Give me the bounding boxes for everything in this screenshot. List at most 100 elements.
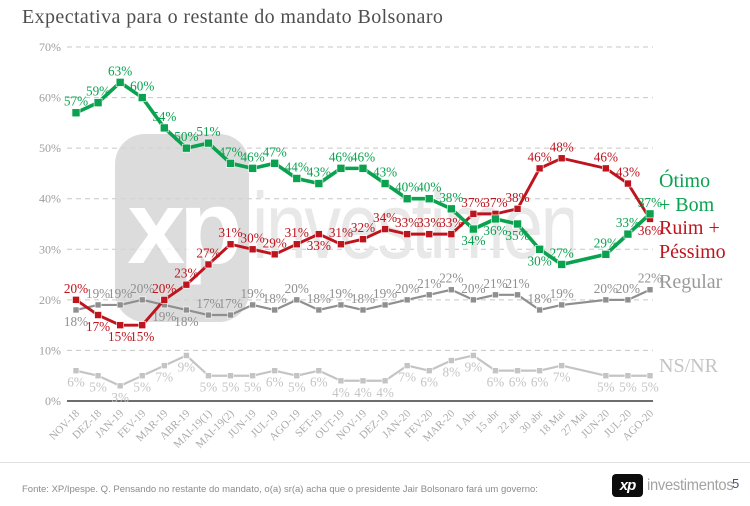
data-point-marker: [204, 138, 213, 148]
data-point-label: 6%: [487, 375, 505, 390]
data-point-label: 21%: [505, 276, 529, 291]
data-point-marker: [448, 286, 455, 294]
data-point-marker: [469, 210, 478, 218]
data-point-label: 31%: [218, 225, 242, 240]
data-point-label: 43%: [616, 165, 640, 180]
data-point-marker: [270, 250, 279, 259]
data-point-marker: [315, 306, 323, 314]
data-point-marker: [557, 260, 566, 269]
data-point-marker: [205, 372, 212, 380]
data-point-label: 30%: [241, 230, 265, 245]
data-point-label: 15%: [108, 329, 132, 344]
data-point-label: 32%: [351, 220, 375, 235]
data-point-marker: [403, 230, 411, 238]
data-point-label: 5%: [619, 380, 637, 395]
data-point-marker: [270, 159, 279, 168]
data-point-marker: [381, 377, 389, 385]
data-point-label: 9%: [465, 359, 483, 374]
data-point-label: 33%: [395, 215, 419, 230]
data-point-label: 19%: [373, 286, 397, 301]
data-point-label: 51%: [196, 124, 220, 139]
data-point-marker: [315, 230, 323, 238]
data-point-label: 37%: [638, 195, 662, 210]
data-point-marker: [536, 306, 543, 314]
data-point-label: 19%: [550, 286, 574, 301]
data-point-label: 36%: [638, 223, 662, 238]
data-point-marker: [470, 296, 477, 304]
data-point-marker: [292, 240, 301, 249]
data-point-label: 5%: [288, 380, 306, 395]
data-point-label: 27%: [196, 245, 220, 260]
data-point-label: 40%: [417, 180, 441, 195]
data-point-marker: [204, 260, 213, 269]
data-point-label: 3%: [111, 390, 129, 405]
data-point-marker: [183, 306, 190, 314]
data-point-marker: [314, 179, 324, 188]
y-axis-tick-label: 70%: [39, 40, 61, 54]
y-axis-tick-label: 30%: [39, 242, 61, 256]
data-point-marker: [337, 240, 345, 249]
data-point-marker: [447, 204, 456, 214]
data-point-label: 17%: [86, 319, 110, 334]
page-number: 5: [732, 476, 740, 491]
data-point-marker: [425, 230, 434, 238]
data-point-marker: [138, 321, 147, 329]
data-point-label: 54%: [152, 109, 176, 124]
data-point-marker: [182, 280, 191, 289]
data-point-marker: [492, 291, 499, 299]
data-point-label: 46%: [594, 149, 618, 164]
data-point-label: 50%: [174, 129, 198, 144]
data-point-marker: [602, 164, 610, 173]
data-point-marker: [116, 301, 124, 309]
data-point-marker: [624, 179, 632, 188]
data-point-label: 18%: [64, 314, 88, 329]
data-point-label: 5%: [641, 380, 659, 395]
data-point-label: 5%: [133, 380, 151, 395]
data-point-marker: [623, 229, 633, 239]
data-point-marker: [513, 219, 522, 229]
data-point-marker: [624, 296, 632, 304]
data-point-marker: [71, 108, 81, 118]
data-point-marker: [425, 291, 433, 299]
data-point-label: 9%: [178, 359, 196, 374]
footer: Fonte: XP/Ipespe. Q. Pensando no restant…: [0, 462, 750, 506]
data-point-marker: [381, 225, 389, 233]
data-point-marker: [116, 321, 124, 329]
data-point-label: 5%: [222, 380, 240, 395]
data-point-label: 20%: [594, 281, 618, 296]
data-point-marker: [469, 224, 478, 234]
y-axis-tick-label: 10%: [39, 343, 61, 357]
data-point-label: 17%: [196, 296, 220, 311]
y-axis-tick-label: 50%: [39, 141, 61, 155]
data-point-marker: [491, 214, 500, 224]
data-point-marker: [535, 244, 544, 254]
data-point-label: 18%: [174, 314, 198, 329]
data-point-marker: [271, 367, 278, 374]
data-point-label: 18%: [263, 291, 287, 306]
data-point-marker: [182, 143, 191, 153]
data-point-label: 4%: [354, 385, 372, 400]
data-point-label: 5%: [597, 380, 615, 395]
data-point-label: 19%: [108, 286, 132, 301]
data-point-label: 29%: [594, 235, 618, 250]
data-point-label: 34%: [461, 233, 485, 248]
data-point-label: 33%: [417, 215, 441, 230]
data-point-marker: [380, 179, 390, 188]
data-point-label: 6%: [310, 375, 328, 390]
data-point-label: 19%: [329, 286, 353, 301]
data-point-label: 46%: [329, 149, 353, 164]
data-point-marker: [315, 367, 323, 374]
data-point-label: 19%: [152, 309, 176, 324]
data-point-marker: [226, 159, 235, 168]
data-point-marker: [226, 240, 235, 249]
data-point-label: 22%: [439, 271, 463, 286]
data-point-marker: [94, 311, 102, 319]
data-point-marker: [72, 296, 80, 304]
data-point-label: 34%: [373, 210, 397, 225]
data-point-label: 6%: [531, 375, 549, 390]
data-point-label: 44%: [285, 159, 309, 174]
data-point-marker: [293, 296, 301, 304]
series-line-2: [75, 288, 651, 317]
